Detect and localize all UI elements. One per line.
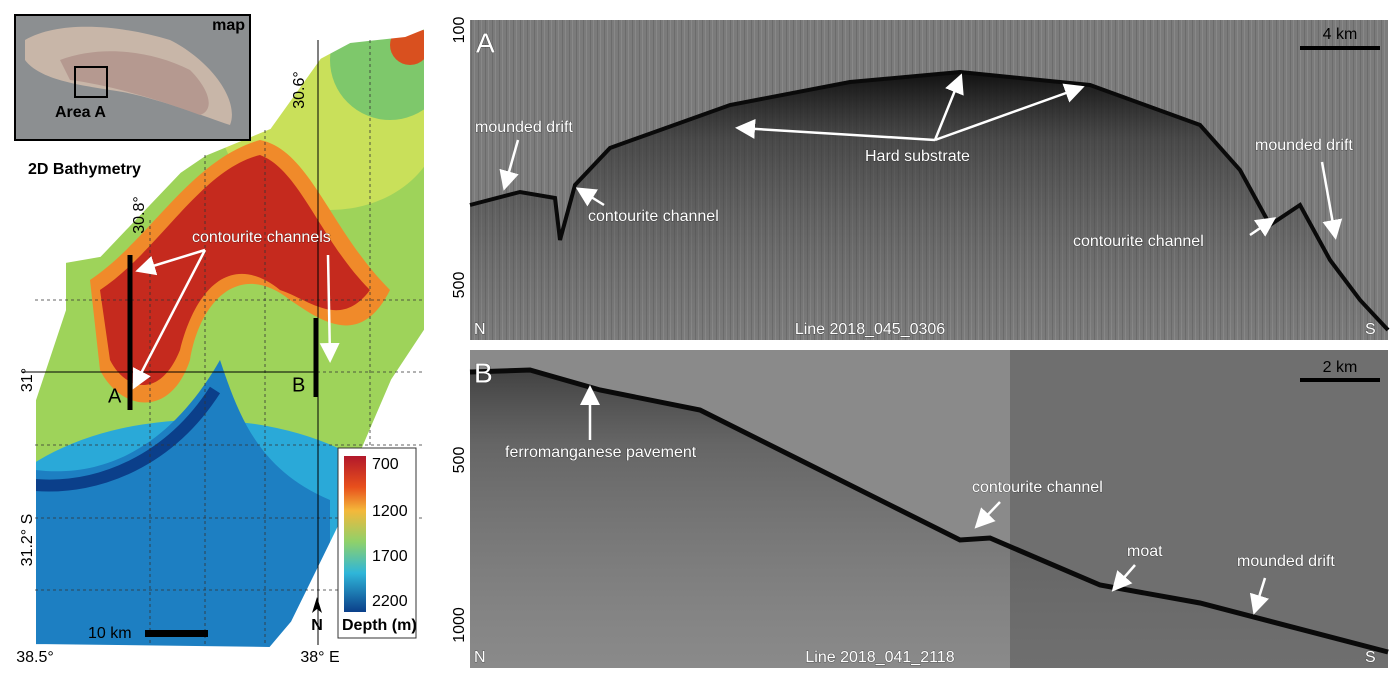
bathymetry-map: contourite channels A B 30.6° 30.8° 31° … bbox=[14, 14, 426, 666]
annotation: moat bbox=[1127, 543, 1163, 560]
depth-tick: 500 bbox=[451, 447, 468, 474]
annotation: contourite channel bbox=[588, 208, 719, 225]
annotation: mounded drift bbox=[1255, 137, 1353, 154]
line-name: Line 2018_045_0306 bbox=[795, 321, 945, 338]
legend-title: Depth (m) bbox=[342, 617, 417, 634]
line-start: N bbox=[474, 321, 486, 338]
depth-tick: 100 bbox=[451, 17, 468, 44]
seismic-panel-a: 4 km A 100 500 mounded drift contourite … bbox=[451, 17, 1390, 340]
annotation: contourite channel bbox=[1073, 233, 1204, 250]
lat-label: 30.6° bbox=[291, 71, 308, 109]
panel-label: B bbox=[474, 357, 493, 388]
line-start: N bbox=[474, 649, 486, 666]
scale-bar-label: 2 km bbox=[1323, 359, 1358, 376]
seismic-panel-b: 2 km B 500 1000 ferromanganese pavement … bbox=[451, 350, 1389, 668]
legend-value: 1700 bbox=[372, 548, 408, 565]
profile-label: A bbox=[108, 385, 122, 407]
map-title: 2D Bathymetry bbox=[28, 161, 141, 178]
lat-label: 30.8° bbox=[131, 196, 148, 234]
annotation: Hard substrate bbox=[865, 148, 970, 165]
line-end: S bbox=[1365, 649, 1376, 666]
depth-tick: 500 bbox=[451, 272, 468, 299]
lat-label: 31° bbox=[19, 368, 36, 392]
legend-value: 2200 bbox=[372, 593, 408, 610]
depth-tick: 1000 bbox=[451, 607, 468, 643]
map-annotation: contourite channels bbox=[192, 229, 331, 246]
legend-value: 700 bbox=[372, 456, 399, 473]
profile-label: B bbox=[292, 374, 305, 396]
north-arrow: N bbox=[311, 617, 323, 634]
lat-label: 31.2° S bbox=[19, 514, 36, 567]
scale-bar-label: 4 km bbox=[1323, 26, 1358, 43]
line-name: Line 2018_041_2118 bbox=[805, 649, 954, 666]
scale-bar-label: 10 km bbox=[88, 625, 132, 642]
inset-label: map bbox=[212, 17, 245, 34]
annotation: mounded drift bbox=[1237, 553, 1335, 570]
inset-area: Area A bbox=[55, 104, 106, 121]
lon-label: 38° E bbox=[300, 649, 339, 666]
lon-label: 38.5° bbox=[16, 649, 54, 666]
annotation: ferromanganese pavement bbox=[505, 444, 697, 461]
annotation: mounded drift bbox=[475, 119, 573, 136]
panel-label: A bbox=[476, 27, 495, 58]
legend-value: 1200 bbox=[372, 503, 408, 520]
annotation: contourite channel bbox=[972, 479, 1103, 496]
line-end: S bbox=[1365, 321, 1376, 338]
